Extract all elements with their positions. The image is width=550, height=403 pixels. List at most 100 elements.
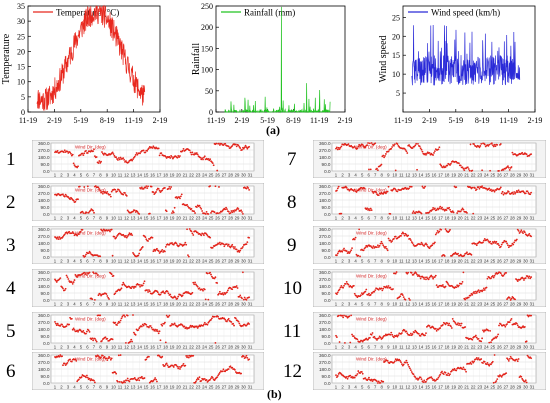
wind-dir-point (484, 329, 487, 332)
wind-dir-point (192, 281, 195, 284)
wind-dir-point (194, 381, 196, 384)
wind-dir-point (70, 281, 73, 284)
day-tick-label: 23 (196, 173, 201, 178)
day-tick-label: 21 (464, 259, 469, 264)
wind-dir-point (61, 355, 63, 358)
day-tick-label: 20 (458, 173, 463, 178)
day-tick-label: 19 (170, 345, 175, 350)
y-tick-label: 180.0 (38, 241, 50, 246)
day-tick-label: 23 (477, 216, 482, 221)
wind-dir-point (481, 185, 484, 188)
wind-dir-point (525, 381, 528, 384)
day-tick-label: 13 (131, 259, 136, 264)
day-tick-label: 18 (163, 345, 168, 350)
wind-dir-point (436, 230, 439, 232)
wind-dir-point (508, 168, 511, 171)
wind-dir-point (201, 288, 204, 291)
wind-dir-point (447, 283, 450, 286)
wind-dir-point (135, 152, 138, 154)
wind-dir-point (71, 282, 74, 285)
month-number: 10 (283, 278, 302, 299)
wind-dir-point (107, 296, 110, 299)
wind-dir-point (152, 191, 155, 194)
wind-dir-point (212, 164, 215, 167)
day-tick-label: 5 (80, 259, 83, 264)
wind-dir-point (396, 335, 399, 338)
day-tick-label: 12 (124, 173, 129, 178)
day-tick-label: 24 (484, 385, 489, 390)
wind-dir-point (74, 200, 77, 203)
wind-dir-point (458, 322, 461, 325)
wind-dir-point (335, 146, 338, 149)
day-tick-label: 22 (471, 173, 476, 178)
day-tick-label: 12 (405, 302, 410, 307)
day-tick-label: 12 (405, 173, 410, 178)
day-tick-label: 2 (341, 216, 344, 221)
wind-dir-point (523, 231, 526, 234)
day-tick-label: 25 (490, 173, 495, 178)
wind-dir-point (448, 230, 451, 233)
wind-dir-point (69, 151, 71, 154)
wind-dir-point (218, 243, 220, 245)
wind-dir-point (450, 325, 452, 328)
day-tick-label: 30 (241, 259, 246, 264)
wind-dir-point (496, 143, 499, 146)
wind-dir-point (384, 247, 386, 249)
wind-dir-point (487, 329, 490, 332)
wind-dir-point (106, 359, 109, 362)
plot-frame (27, 5, 161, 113)
wind-dir-point (67, 196, 70, 198)
day-tick-label: 21 (183, 173, 188, 178)
wind-dir-point (462, 271, 465, 274)
day-tick-label: 25 (209, 302, 214, 307)
wind-dir-point (116, 324, 118, 326)
wind-dir-point (371, 380, 374, 383)
wind-dir-point (237, 144, 240, 147)
wind-dir-point (238, 322, 241, 325)
wind-dir-point (142, 282, 145, 285)
wind-dir-point (391, 146, 394, 148)
wind-dir-point (389, 333, 392, 336)
wind-dir-point (430, 210, 433, 212)
day-tick-label: 10 (111, 173, 116, 178)
wind-dir-point (191, 151, 194, 154)
day-tick-label: 9 (387, 302, 390, 307)
day-tick-label: 29 (517, 216, 522, 221)
day-tick-label: 5 (80, 302, 83, 307)
wind-dir-point (158, 330, 161, 333)
wind-dir-point (465, 370, 467, 373)
day-tick-label: 6 (86, 173, 89, 178)
day-tick-label: 1 (335, 345, 338, 350)
wind-dir-point (193, 210, 196, 213)
y-tick-label: 180.0 (38, 155, 50, 160)
wind-dir-point (403, 329, 406, 332)
wind-dir-point (132, 253, 135, 256)
wind-dir-point (102, 153, 105, 156)
month-number: 8 (287, 192, 297, 213)
wind-dir-point (496, 378, 499, 381)
wind-dir-point (522, 232, 524, 234)
day-tick-label: 15 (425, 385, 430, 390)
day-tick-label: 30 (523, 173, 528, 178)
wind-dir-point (66, 276, 69, 279)
wind-dir-point (480, 142, 483, 145)
wind-dir-point (116, 190, 118, 193)
wind-dir-point (231, 144, 234, 147)
wind-dir-point (336, 291, 339, 294)
wind-dir-point (57, 238, 60, 240)
wind-dir-point (425, 332, 427, 335)
wind-dir-point (64, 193, 67, 196)
day-tick-label: 29 (235, 385, 240, 390)
wind-dir-point (247, 187, 250, 189)
day-tick-label: 23 (477, 385, 482, 390)
day-tick-label: 2 (60, 173, 63, 178)
wind-dir-point (245, 243, 248, 246)
wind-dir-point (352, 284, 355, 287)
day-tick-label: 8 (99, 173, 102, 178)
wind-dir-point (403, 234, 406, 237)
day-tick-label: 26 (215, 259, 220, 264)
wind-dir-point (505, 240, 508, 243)
wind-dir-point (526, 314, 529, 317)
wind-dir-point (485, 363, 488, 366)
wind-dir-point (464, 298, 467, 301)
